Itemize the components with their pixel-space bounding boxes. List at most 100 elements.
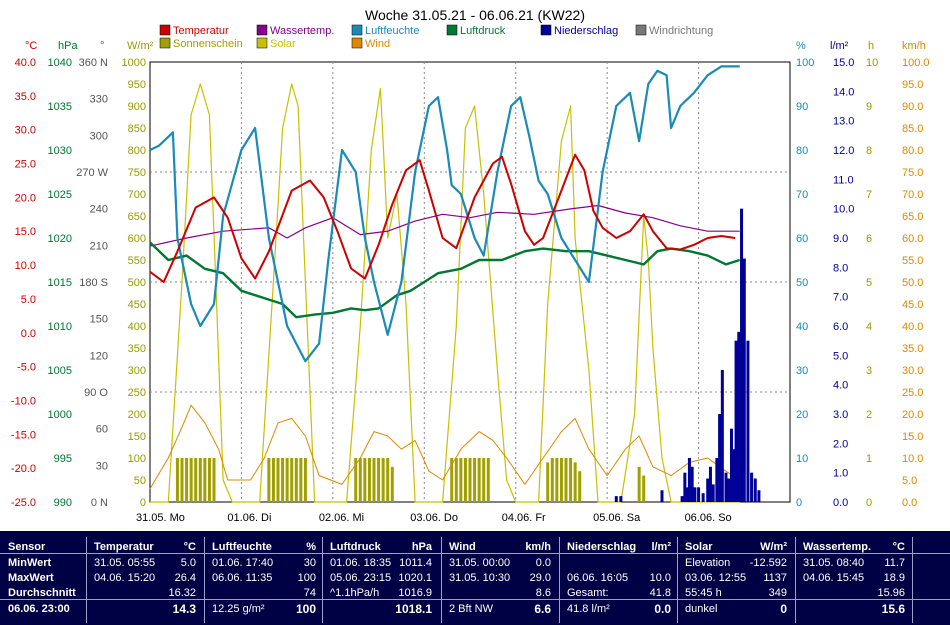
y-tick-label: -25.0 [11, 497, 36, 509]
y-axis: km/h 100.0 95.0 90.0 85.0 80.0 75.0 70.0 65.0 60.… [902, 40, 930, 509]
stats-cell-value: 16.32 [168, 587, 196, 599]
stats-column-header: Wind [449, 541, 476, 553]
y-tick-label: 13.0 [833, 116, 854, 128]
y-tick-label: 10.0 [15, 260, 36, 272]
x-tick-label: 04.06. Fr [502, 512, 546, 524]
stats-cell-label: ^1.1hPa/h [330, 587, 380, 599]
chart-legend: Temperatur Wassertemp. Luftfeuchte Luftdruc… [159, 24, 713, 50]
y-tick-label: 700 [128, 189, 146, 201]
stats-column-unit: km/h [525, 541, 551, 553]
y-tick-label: 1015 [48, 277, 72, 289]
legend-swatch [540, 24, 552, 36]
stats-cell-value: 6.6 [534, 602, 551, 616]
sunshine-bar [212, 458, 216, 502]
stats-cell-label: 55:45 h [685, 587, 722, 599]
legend-item: Luftdruck [446, 24, 506, 37]
stats-separator [912, 537, 913, 623]
y-tick-label: 5.0 [21, 294, 36, 306]
y-tick-label: 5.0 [902, 475, 917, 487]
legend-item: Niederschlag [540, 24, 618, 37]
sunshine-bar [377, 458, 381, 502]
sunshine-bar [367, 458, 371, 502]
stats-row-label: Durchschnitt [8, 587, 76, 599]
y-tick-label: -20.0 [11, 463, 36, 475]
y-axis-unit: h [868, 40, 874, 52]
precipitation-bar [683, 472, 687, 502]
stats-separator [322, 537, 323, 623]
sunshine-bar [486, 458, 490, 502]
sunshine-bar [550, 458, 554, 502]
precipitation-bar [680, 496, 684, 502]
y-tick-label: 40.0 [15, 57, 36, 69]
legend-item: Solar [256, 37, 296, 50]
wind-line [149, 404, 740, 490]
sunshine-bar [477, 458, 481, 502]
y-tick-label: 6.0 [833, 321, 848, 333]
y-tick-label: 55.0 [902, 255, 923, 267]
y-tick-label: 0 [796, 497, 802, 509]
statistics-panel: Sensor MinWert MaxWert Durchschnitt 06.06. 2… [0, 531, 950, 625]
y-tick-label: 85.0 [902, 123, 923, 135]
y-tick-label: 50.0 [902, 277, 923, 289]
sunshine-bar [271, 458, 275, 502]
y-tick-label: 10 [866, 57, 878, 69]
y-tick-label: 1.0 [833, 468, 848, 480]
stats-separator [559, 537, 560, 623]
stats-column-header: Luftfeuchte [212, 541, 272, 553]
chart-title: Woche 31.05.21 - 06.06.21 (KW22) [365, 7, 585, 23]
precipitation-bar [701, 493, 705, 502]
stats-cell-value: 1016.9 [398, 587, 432, 599]
legend-label: Temperatur [173, 25, 229, 37]
y-tick-label: 70.0 [902, 189, 923, 201]
y-tick-label: 10 [796, 453, 808, 465]
stats-cell-value: 100 [295, 602, 316, 616]
stats-cell-value: 74 [303, 587, 316, 599]
y-axis-unit: °C [25, 40, 37, 52]
x-tick-label: 02.06. Mi [319, 512, 364, 524]
weather-chart: Woche 31.05.21 - 06.06.21 (KW22) Tempera… [11, 7, 930, 524]
sunshine-bar [390, 466, 394, 502]
legend-swatch [256, 24, 268, 36]
y-tick-label: 25.0 [15, 159, 36, 171]
y-tick-label: 5 [866, 277, 872, 289]
y-tick-label: -15.0 [11, 429, 36, 441]
sunshine-bar [276, 458, 280, 502]
sunshine-bar [555, 458, 559, 502]
stats-cell-label: 05.06. 23:15 [330, 572, 392, 584]
stats-column-header: Wassertemp. [803, 541, 872, 553]
precipitation-bar [757, 490, 761, 502]
stats-cell-label: 31.05. 08:40 [803, 557, 865, 569]
stats-row-label: MaxWert [8, 572, 54, 584]
precipitation-bar [753, 478, 757, 502]
y-axis-unit: km/h [902, 40, 926, 52]
y-tick-label: 40.0 [902, 321, 923, 333]
y-tick-label: 15.0 [833, 57, 854, 69]
stats-cell-value: 30 [303, 557, 316, 569]
sunshine-bar [207, 458, 211, 502]
stats-cell-label: 12.25 g/m² [212, 603, 265, 615]
sunshine-bar [459, 458, 463, 502]
legend-item: Wassertemp. [256, 24, 334, 37]
y-tick-label: 850 [128, 123, 146, 135]
y-tick-label: 90 O [84, 387, 108, 399]
y-axis: W/m²100095090085080075070065060055050045… [122, 40, 154, 509]
y-tick-label: 40 [796, 321, 808, 333]
stats-cell-value: 14.3 [172, 602, 196, 616]
y-tick-label: 3 [866, 365, 872, 377]
stats-cell-label: 2 Bft NW [449, 603, 494, 615]
stats-cell-value: 1020.1 [398, 572, 432, 584]
y-tick-label: 1000 [122, 57, 146, 69]
precipitation-bar [746, 340, 750, 502]
precipitation-bar [724, 472, 728, 502]
y-tick-label: 5.0 [833, 350, 848, 362]
stats-row-labels: Sensor MinWert MaxWert Durchschnitt 06.06. 2… [0, 531, 88, 625]
sunshine-bar [473, 458, 477, 502]
y-tick-label: 15.0 [902, 431, 923, 443]
y-tick-label: 20.0 [15, 192, 36, 204]
stats-separator [86, 537, 87, 623]
sunshine-bar [386, 458, 390, 502]
sunshine-bar [290, 458, 294, 502]
y-tick-label: 450 [128, 299, 146, 311]
precipitation-bar [693, 487, 697, 502]
y-tick-label: 11.0 [833, 174, 854, 186]
